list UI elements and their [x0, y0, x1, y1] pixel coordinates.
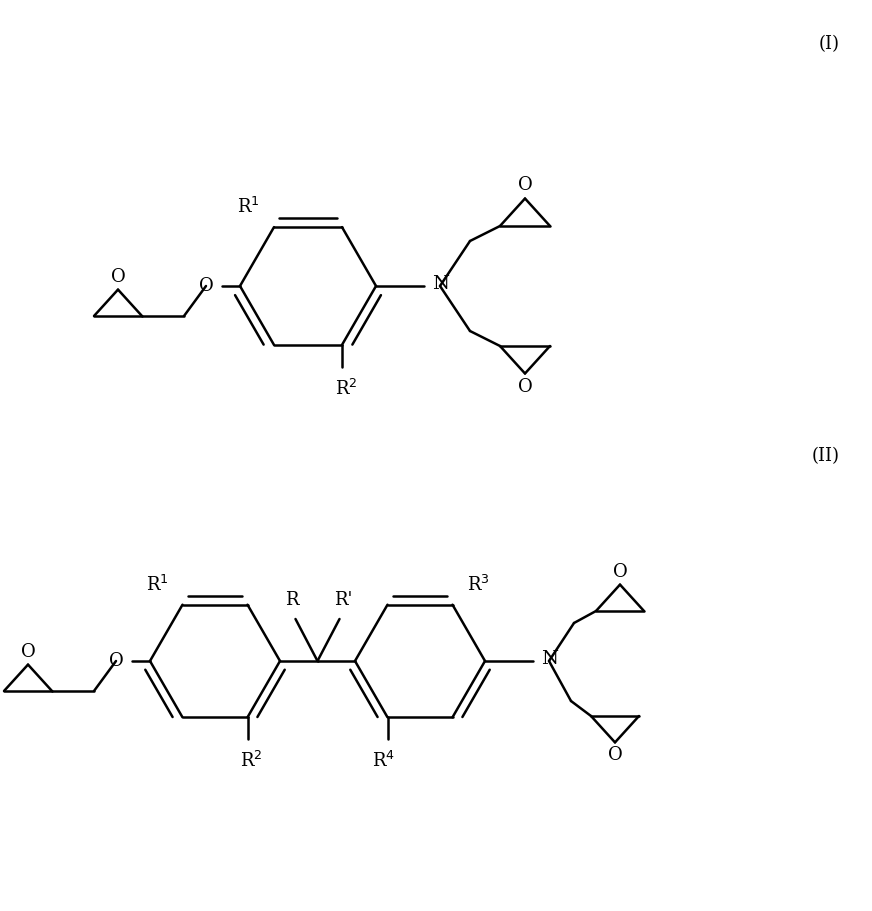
Text: O: O [111, 268, 126, 286]
Text: R': R' [334, 591, 352, 609]
Text: R$^2$: R$^2$ [241, 752, 262, 772]
Text: O: O [109, 652, 124, 670]
Text: (I): (I) [819, 35, 840, 53]
Text: (II): (II) [812, 447, 840, 465]
Text: R: R [285, 591, 298, 609]
Text: O: O [21, 642, 36, 660]
Text: O: O [608, 746, 623, 764]
Text: R$^3$: R$^3$ [467, 575, 489, 595]
Text: R$^2$: R$^2$ [335, 379, 358, 399]
Text: N: N [541, 650, 558, 668]
Text: R$^1$: R$^1$ [237, 197, 260, 217]
Text: R$^4$: R$^4$ [372, 752, 395, 772]
Text: R$^1$: R$^1$ [146, 575, 168, 595]
Text: O: O [199, 277, 214, 295]
Text: O: O [518, 377, 533, 395]
Text: N: N [432, 275, 449, 293]
Text: O: O [613, 563, 627, 580]
Text: O: O [518, 177, 533, 195]
